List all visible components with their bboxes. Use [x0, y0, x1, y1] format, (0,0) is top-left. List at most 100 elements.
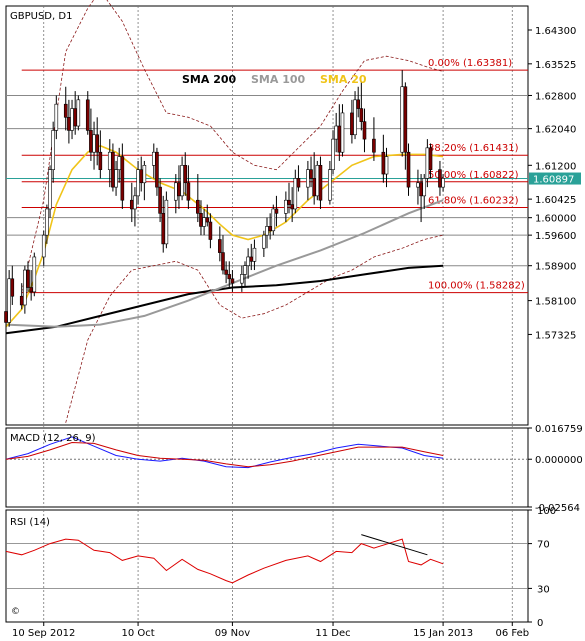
candle-body [265, 226, 269, 236]
candle [155, 147, 159, 196]
candle-body [114, 169, 118, 188]
candle [114, 160, 118, 196]
candle [309, 156, 313, 188]
candle [95, 117, 99, 166]
candle [63, 86, 68, 131]
candle-body [186, 182, 191, 201]
candle [422, 174, 427, 209]
candle [120, 143, 125, 209]
date-label: 09 Nov [215, 628, 251, 639]
candle-body [422, 178, 427, 197]
candle [45, 204, 49, 244]
fibonacci-level-label: 50.00% (1.60822) [428, 170, 519, 181]
candle-body [309, 169, 313, 179]
candle [158, 178, 162, 223]
candle [208, 213, 213, 249]
candle-body [441, 178, 445, 188]
candle [183, 152, 188, 196]
candle-body [284, 199, 288, 214]
candle-body [268, 226, 272, 232]
candle-body [372, 138, 376, 153]
candle [293, 169, 298, 214]
candle-body [164, 199, 169, 245]
candle-body [252, 247, 257, 262]
bollinger-upper-band [21, 0, 444, 292]
candle-body [98, 151, 103, 170]
candle-body [221, 252, 225, 271]
date-label: 06 Feb [495, 628, 529, 639]
candle-body [419, 182, 423, 197]
rsi-panel [5, 509, 529, 623]
candle-body [155, 151, 159, 188]
candle-body [224, 269, 228, 275]
candle-body [10, 278, 15, 297]
candle-body [400, 86, 405, 153]
price-tick-label: 1.59600 [535, 231, 576, 242]
price-tick-label: 1.63525 [535, 60, 576, 71]
candle-body [381, 151, 386, 175]
price-panel [5, 5, 529, 426]
date-label: 15 Jan 2013 [413, 628, 473, 639]
candle-body [136, 169, 140, 197]
candle [262, 230, 266, 257]
candle-body [89, 130, 93, 153]
date-label: 10 Oct [121, 628, 154, 639]
candle [32, 252, 37, 297]
legend-entry: SMA 20 [320, 73, 367, 86]
price-tick-label: 1.64300 [535, 26, 576, 37]
price-tick-label: 1.57325 [535, 330, 576, 341]
candle-body [133, 195, 137, 210]
candle-body [85, 99, 90, 131]
candle [221, 235, 225, 275]
candle [359, 82, 364, 131]
candle-body [362, 121, 367, 140]
candle-body [107, 151, 112, 170]
candle-body [19, 295, 24, 306]
candle-body [249, 256, 254, 262]
candle [403, 82, 408, 170]
price-tick-label: 1.62800 [535, 91, 576, 102]
candle-body [274, 208, 279, 214]
fibonacci-level-label: 0.00% (1.63381) [428, 58, 512, 69]
candle-body [403, 86, 408, 153]
candle-body [120, 156, 125, 201]
candle-body [312, 178, 316, 197]
rsi-line [5, 538, 444, 584]
date-label: 11 Dec [315, 628, 350, 639]
candle [271, 204, 276, 236]
candle-body [180, 165, 184, 197]
candle [10, 265, 15, 305]
candle-body [359, 108, 364, 122]
candle-body [177, 182, 181, 197]
candle [85, 91, 90, 135]
candle [353, 91, 357, 140]
candle [51, 121, 55, 183]
candle [384, 147, 389, 188]
candle-body [76, 99, 81, 127]
candle-body [4, 311, 8, 323]
candle [133, 187, 137, 227]
candle-body [48, 169, 52, 210]
candle-body [428, 147, 433, 170]
candle-body [230, 278, 235, 284]
candle-body [41, 234, 46, 258]
candle-body [350, 112, 354, 136]
candle-body [334, 125, 338, 140]
price-tick-label: 1.58900 [535, 262, 576, 273]
candle [218, 226, 222, 262]
candle [48, 165, 52, 218]
candle-body [227, 274, 232, 280]
candle-body [73, 108, 77, 127]
legend-entry: SMA 100 [251, 73, 306, 86]
candle-body [328, 169, 332, 201]
candle-body [161, 213, 166, 245]
candle-body [70, 108, 74, 131]
candle [362, 108, 367, 153]
candle-body [32, 256, 37, 293]
candle [406, 143, 411, 196]
rsi-tick-label: 30 [537, 584, 550, 595]
candle [196, 174, 200, 223]
candle [76, 95, 81, 131]
candle [186, 165, 191, 209]
candle [7, 270, 11, 327]
